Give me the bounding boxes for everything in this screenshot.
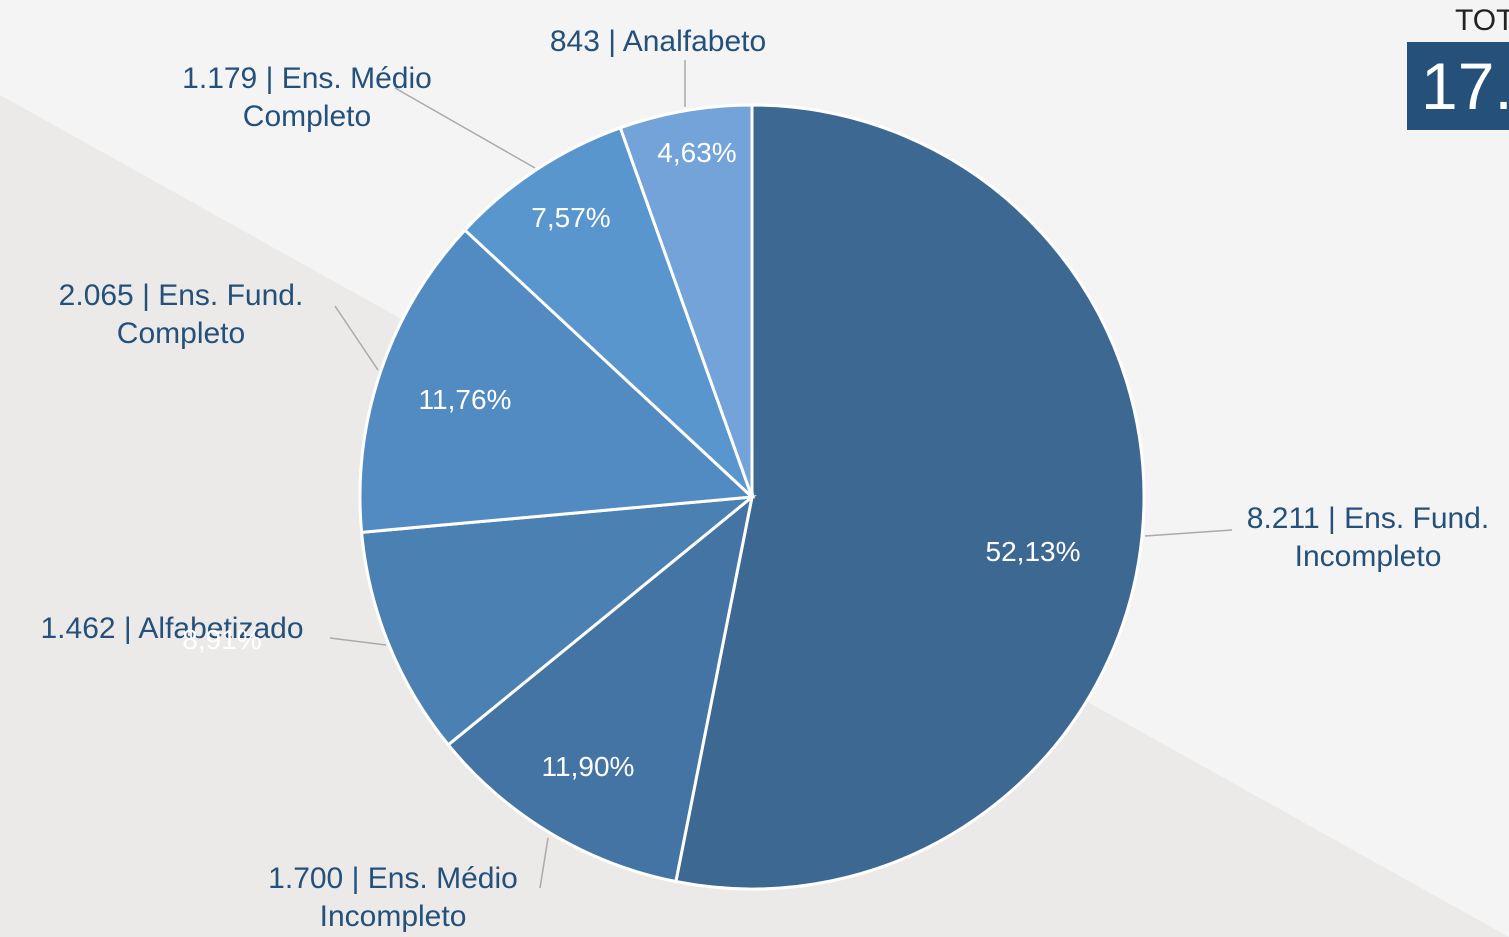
separator: | bbox=[123, 612, 132, 645]
category-label: Ens. Médio Completo bbox=[242, 62, 432, 133]
count-label: 8.211 bbox=[1246, 502, 1320, 535]
total-value: 17.0 bbox=[1407, 42, 1509, 130]
count-label: 2.065 bbox=[58, 279, 134, 312]
count-label: 1.700 bbox=[268, 862, 344, 895]
pie-slice bbox=[462, 125, 754, 499]
leader-line bbox=[329, 637, 387, 646]
percentage-label: 52,13% bbox=[985, 536, 1081, 567]
category-label: Alfabetizado bbox=[138, 612, 304, 645]
pie-slice bbox=[359, 495, 757, 747]
separator: | bbox=[265, 62, 274, 95]
percentage-label: 4,63% bbox=[657, 137, 737, 168]
pie-slice bbox=[618, 103, 754, 498]
separator: | bbox=[351, 862, 360, 895]
count-label: 843 bbox=[549, 25, 600, 58]
slice-label: 2.065 | Ens. Fund. Completo bbox=[26, 277, 336, 353]
slice-label: 1.179 | Ens. Médio Completo bbox=[157, 60, 457, 136]
category-label: Analfabeto bbox=[622, 25, 767, 58]
slice-label: 8.211 | Ens. Fund. Incompleto bbox=[1213, 500, 1509, 576]
slice-label: 1.700 | Ens. Médio Incompleto bbox=[238, 860, 548, 936]
leader-line bbox=[1144, 529, 1233, 537]
slice-label: 1.462 | Alfabetizado bbox=[0, 610, 382, 648]
category-label: Ens. Médio Incompleto bbox=[319, 862, 518, 933]
leader-line bbox=[334, 305, 379, 371]
separator: | bbox=[142, 279, 150, 312]
category-label: Ens. Fund. Completo bbox=[116, 279, 304, 350]
percentage-label: 8,91% bbox=[182, 624, 262, 655]
count-label: 1.179 bbox=[182, 62, 258, 95]
percentage-label: 11,76% bbox=[418, 384, 512, 415]
pie-slice bbox=[674, 103, 1146, 891]
total-label: TOTAL bbox=[1455, 4, 1509, 37]
separator: | bbox=[1327, 502, 1336, 535]
leader-line bbox=[539, 837, 549, 889]
category-label: Ens. Fund. Incompleto bbox=[1294, 502, 1490, 573]
pie-slice bbox=[358, 227, 756, 534]
pie-slice bbox=[446, 493, 755, 884]
separator: | bbox=[608, 25, 617, 58]
leader-line bbox=[394, 87, 536, 169]
count-label: 1.462 bbox=[40, 612, 116, 645]
percentage-label: 11,90% bbox=[541, 751, 635, 782]
slice-label: 843 | Analfabeto bbox=[458, 23, 858, 61]
percentage-label: 7,57% bbox=[531, 202, 611, 233]
